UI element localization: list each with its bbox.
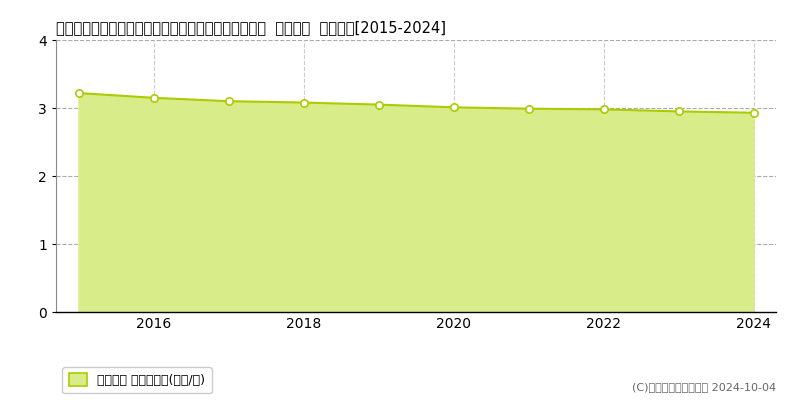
Point [747,110,760,116]
Point [147,95,160,101]
Point [672,108,685,114]
Text: (C)土地価格ドットコム 2024-10-04: (C)土地価格ドットコム 2024-10-04 [632,382,776,392]
Point [372,102,385,108]
Point [447,104,460,110]
Point [222,98,235,104]
Text: 広島県山県郡安芸太田町大字坪野字附ケ地４３番１外  基準地価  地価推移[2015-2024]: 広島県山県郡安芸太田町大字坪野字附ケ地４３番１外 基準地価 地価推移[2015-… [56,20,446,35]
Legend: 基準地価 平均坪単価(万円/坪): 基準地価 平均坪単価(万円/坪) [62,367,211,393]
Point [522,106,535,112]
Point [297,99,310,106]
Point [597,106,610,112]
Point [72,90,85,96]
